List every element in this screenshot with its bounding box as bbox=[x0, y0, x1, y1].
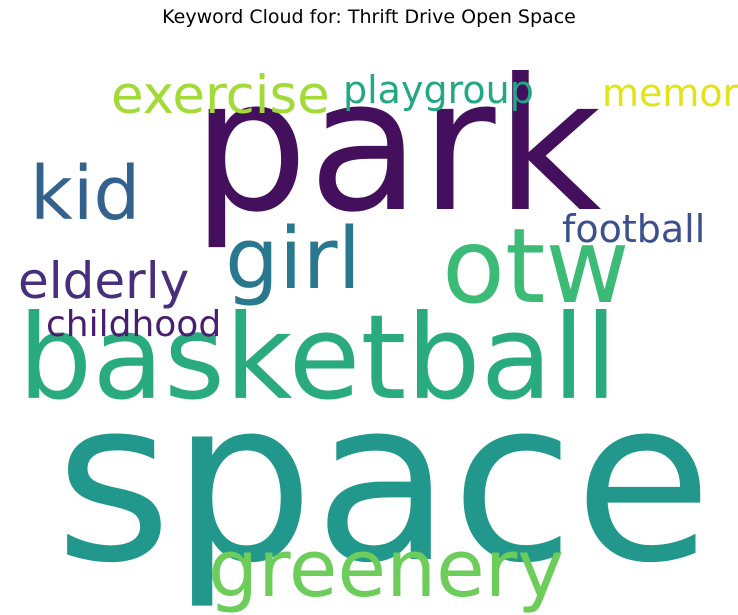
word-cloud: space park basketball otw greenery girl … bbox=[10, 37, 738, 609]
word-memory: memory bbox=[602, 71, 738, 115]
word-otw: otw bbox=[442, 207, 630, 327]
word-park: park bbox=[192, 40, 602, 253]
word-elderly: elderly bbox=[18, 252, 190, 310]
word-childhood: childhood bbox=[46, 304, 222, 345]
word-kid: kid bbox=[30, 151, 141, 237]
word-playgroup: playgroup bbox=[343, 68, 534, 112]
word-greenery: greenery bbox=[208, 523, 565, 615]
word-space: space bbox=[55, 351, 713, 612]
chart-title: Keyword Cloud for: Thrift Drive Open Spa… bbox=[162, 6, 576, 28]
word-girl: girl bbox=[225, 210, 362, 309]
word-exercise: exercise bbox=[111, 65, 330, 126]
word-football: football bbox=[562, 207, 706, 251]
word-basketball: basketball bbox=[18, 289, 618, 426]
